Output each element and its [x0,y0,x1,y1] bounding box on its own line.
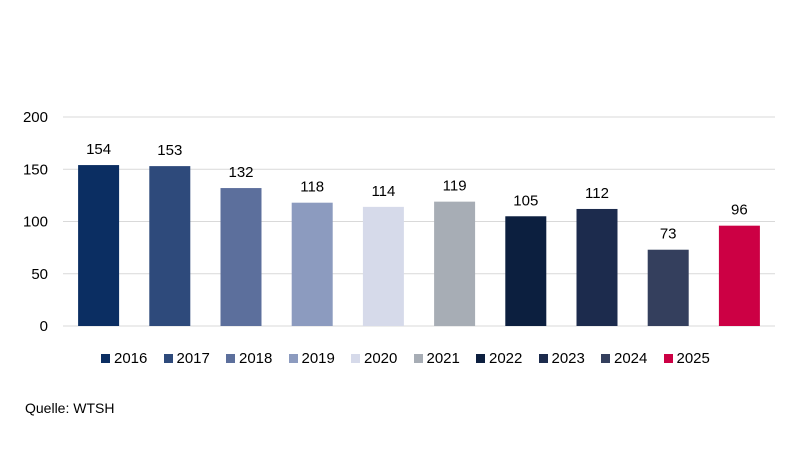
bar-2017 [149,166,191,326]
legend-label: 2016 [114,349,148,367]
legend-label: 2021 [426,349,460,367]
data-label-2018: 132 [228,164,253,181]
legend-swatch [476,353,485,363]
legend-swatch [163,353,173,363]
legend-item-2021: 2021 [413,346,460,370]
legend-item-2019: 2019 [288,346,335,370]
legend-label: 2020 [364,349,398,367]
data-label-2023: 112 [585,185,609,202]
bar-2022 [505,216,547,326]
legend-item-2016: 2016 [101,346,147,370]
legend-swatch [351,353,360,363]
legend-label: 2022 [489,349,523,367]
legend-item-2020: 2020 [351,346,397,370]
bar-2024 [647,249,689,326]
legend-label: 2023 [551,349,585,367]
bar-2021 [434,201,476,326]
legend-swatch [663,353,673,363]
bar-2016 [78,165,120,326]
legend-swatch [538,353,548,363]
bar-chart: 154 153 132 118 114 119 105 112 73 96 0 50 100 150 20… [23,109,775,335]
data-label-2022: 105 [513,192,538,209]
data-label-2019: 118 [300,179,324,196]
chart-legend: 2016 2017 2018 2019 2020 2021 2022 2023 2024 2025 [0,346,800,370]
legend-item-2025: 2025 [663,346,710,370]
data-label-2016: 154 [86,141,111,158]
bar-2020 [362,206,404,326]
legend-item-2018: 2018 [226,346,272,370]
y-tick-label: 100 [23,214,48,231]
legend-label: 2018 [239,349,273,367]
legend-item-2023: 2023 [538,346,585,370]
legend-label: 2017 [176,349,210,367]
y-tick-label: 150 [23,161,48,178]
legend-label: 2019 [301,349,335,367]
bar-2025 [718,225,760,326]
bar-2019 [291,202,333,326]
source-note: Quelle: WTSH [25,400,115,416]
bar-2018 [220,188,262,326]
data-label-2020: 114 [371,183,395,200]
legend-item-2022: 2022 [476,346,522,370]
y-tick-label: 0 [40,318,48,335]
legend-label: 2024 [614,349,648,367]
data-label-2017: 153 [157,142,182,159]
legend-item-2017: 2017 [163,346,210,370]
legend-label: 2025 [676,349,710,367]
data-label-2021: 119 [443,178,467,195]
legend-swatch [413,353,423,363]
legend-item-2024: 2024 [601,346,647,370]
legend-swatch [226,353,235,363]
legend-swatch [101,353,110,363]
data-label-2025: 96 [731,202,748,219]
legend-swatch [601,353,610,363]
data-label-2024: 73 [660,226,677,243]
y-tick-label: 50 [31,266,48,283]
legend-swatch [288,353,298,363]
bar-2023 [576,208,618,326]
y-tick-label: 200 [23,109,48,126]
